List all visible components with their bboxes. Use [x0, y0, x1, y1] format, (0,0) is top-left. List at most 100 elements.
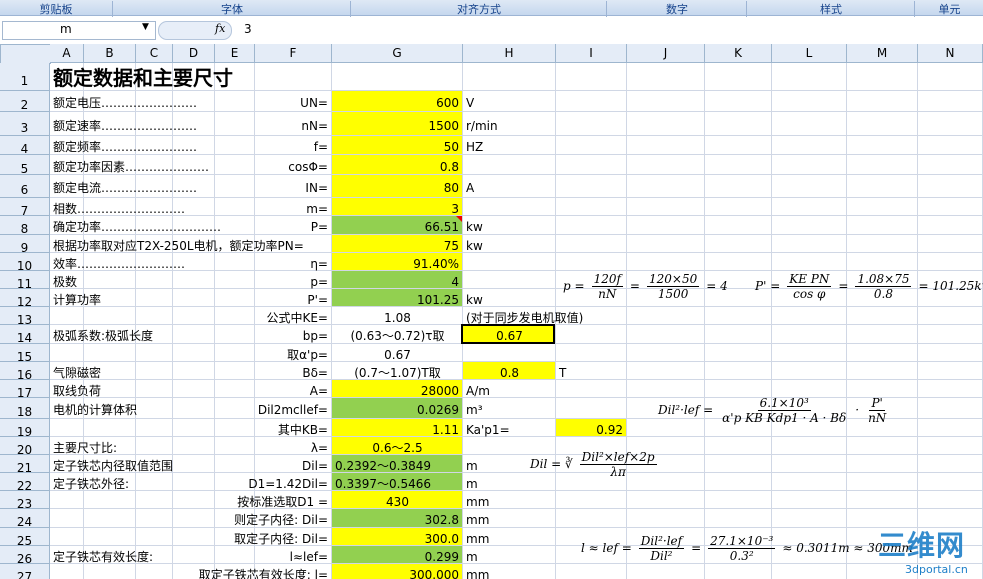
row-header[interactable]: 19 — [0, 419, 50, 439]
row-header[interactable]: 4 — [0, 136, 50, 156]
cell-text[interactable]: UN= — [300, 96, 328, 110]
cell-text[interactable]: 公式中KE= — [266, 311, 328, 325]
cell-text[interactable]: 额定频率…………………… — [53, 140, 198, 154]
cell-text[interactable]: (0.63～0.72)τ取 — [350, 329, 445, 343]
cell-text[interactable]: 定子铁芯外径: — [53, 477, 130, 491]
row-header[interactable]: 24 — [0, 509, 50, 529]
cell-text[interactable]: 极数 — [53, 275, 78, 289]
cell-text[interactable]: 1.08 — [384, 311, 411, 325]
selected-cell[interactable] — [461, 324, 555, 344]
column-header[interactable]: B — [84, 44, 136, 63]
cell-text[interactable]: η= — [310, 257, 328, 271]
row-header[interactable]: 2 — [0, 91, 50, 112]
cell-text[interactable]: l≈lef= — [289, 550, 328, 564]
cell-text[interactable]: A/m — [466, 384, 490, 398]
cell-text[interactable]: 额定速率…………………… — [53, 119, 198, 133]
row-header[interactable]: 11 — [0, 271, 50, 291]
cell-text[interactable]: 0.3397～0.5466 — [335, 477, 431, 491]
cell-text[interactable]: bp= — [302, 329, 328, 343]
column-header[interactable]: E — [215, 44, 255, 63]
cell-text[interactable]: 确定功率………………………… — [53, 220, 222, 234]
cell-text[interactable]: 75 — [443, 239, 459, 253]
cell-text[interactable]: mm — [466, 495, 490, 509]
cell-text[interactable]: Dil= — [302, 459, 328, 473]
column-header[interactable]: F — [255, 44, 332, 63]
cell-text[interactable]: 额定电压…………………… — [53, 96, 198, 110]
cell-text[interactable]: 电机的计算体积 — [53, 403, 138, 417]
row-header[interactable]: 26 — [0, 546, 50, 566]
cell-text[interactable]: T — [559, 366, 567, 380]
column-header[interactable]: G — [332, 44, 463, 63]
cell-text[interactable]: 取定子铁芯有效长度: l= — [198, 568, 328, 579]
cell-text[interactable]: 极弧系数:极弧长度 — [53, 329, 154, 343]
row-header[interactable]: 10 — [0, 253, 50, 273]
cell-text[interactable]: 根据功率取对应T2X-250L电机，额定功率PN= — [53, 239, 304, 253]
cell-text[interactable]: mm — [466, 513, 490, 527]
column-header[interactable]: C — [136, 44, 173, 63]
cell-text[interactable]: mm — [466, 532, 490, 546]
cell-text[interactable]: λ= — [310, 441, 328, 455]
fx-button[interactable]: fx — [215, 22, 226, 35]
cell-text[interactable]: Dil2mcllef= — [257, 403, 328, 417]
row-header[interactable]: 7 — [0, 198, 50, 218]
cell-text[interactable]: kw — [466, 220, 483, 234]
cell-text[interactable]: kw — [466, 293, 483, 307]
cell-text[interactable]: m — [466, 550, 478, 564]
cell-text[interactable]: 101.25 — [417, 293, 459, 307]
cell-text[interactable]: 取α'p= — [287, 348, 328, 362]
cell-text[interactable]: nN= — [301, 119, 328, 133]
cell-text[interactable]: 0.0269 — [417, 403, 459, 417]
cell-text[interactable]: 28000 — [420, 384, 459, 398]
column-header[interactable]: L — [772, 44, 847, 63]
cell-text[interactable]: (0.7～1.07)T取 — [354, 366, 441, 380]
cell-text[interactable]: r/min — [466, 119, 498, 133]
cell-text[interactable]: kw — [466, 239, 483, 253]
column-header[interactable]: D — [173, 44, 215, 63]
cell-text[interactable]: 0.299 — [424, 550, 459, 564]
row-header[interactable]: 17 — [0, 380, 50, 400]
cell-text[interactable]: HZ — [466, 140, 484, 154]
row-header[interactable]: 3 — [0, 112, 50, 136]
cell-text[interactable]: m= — [306, 202, 328, 216]
cell-text[interactable]: 取线负荷 — [53, 384, 102, 398]
cell-text[interactable]: 计算功率 — [53, 293, 102, 307]
cell-text[interactable]: 300.000 — [409, 568, 459, 579]
row-header[interactable]: 16 — [0, 362, 50, 382]
cell-text[interactable]: 430 — [386, 495, 409, 509]
cell-text[interactable]: 定子铁芯有效长度: — [53, 550, 154, 564]
column-header[interactable]: A — [50, 44, 84, 63]
row-header[interactable]: 25 — [0, 528, 50, 548]
cell-text[interactable]: P= — [310, 220, 328, 234]
cell-text[interactable]: IN= — [305, 181, 328, 195]
cell-text[interactable]: 主要尺寸比: — [53, 441, 118, 455]
cell-text[interactable]: 按标准选取D1 = — [237, 495, 328, 509]
row-header[interactable]: 21 — [0, 455, 50, 475]
cell-text[interactable]: 300.0 — [424, 532, 459, 546]
cell-text[interactable]: 定子铁芯内径取值范围 — [53, 459, 174, 473]
row-header[interactable]: 12 — [0, 289, 50, 309]
cell-text[interactable]: m³ — [466, 403, 483, 417]
row-header[interactable]: 9 — [0, 235, 50, 255]
row-header[interactable]: 27 — [0, 564, 50, 579]
cell-text[interactable]: 1500 — [428, 119, 459, 133]
cell-text[interactable]: 其中KB= — [277, 423, 328, 437]
column-header[interactable]: H — [463, 44, 556, 63]
cell-text[interactable]: p= — [310, 275, 328, 289]
row-header[interactable]: 14 — [0, 325, 50, 345]
cell-text[interactable]: 0.2392～0.3849 — [335, 459, 431, 473]
cell-text[interactable]: 3 — [451, 202, 459, 216]
cell-text[interactable]: 50 — [443, 140, 459, 154]
cell-text[interactable]: A — [466, 181, 475, 195]
column-header[interactable]: J — [627, 44, 705, 63]
column-header[interactable]: M — [847, 44, 918, 63]
cell-text[interactable]: 则定子内径: Dil= — [234, 513, 328, 527]
row-header[interactable]: 15 — [0, 344, 50, 364]
row-header[interactable]: 18 — [0, 398, 50, 419]
cell-text[interactable]: Ka'p1= — [466, 423, 510, 437]
row-header[interactable]: 8 — [0, 216, 50, 236]
cell-text[interactable]: 91.40% — [413, 257, 459, 271]
cell-text[interactable]: 4 — [451, 275, 459, 289]
row-header[interactable]: 1 — [0, 63, 50, 91]
cell-text[interactable]: f= — [313, 140, 328, 154]
cell-text[interactable]: 600 — [436, 96, 459, 110]
